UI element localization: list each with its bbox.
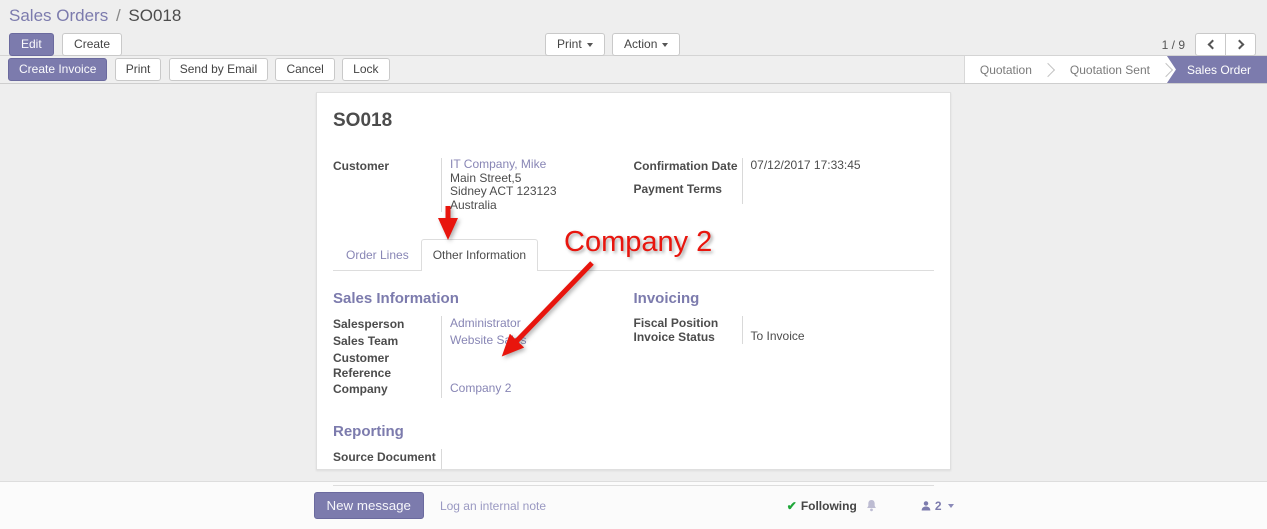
pager-previous-button[interactable] xyxy=(1195,33,1226,56)
chatter: New message Log an internal note ✔ Follo… xyxy=(0,481,1267,529)
invoice-status-label: Invoice Status xyxy=(633,330,715,344)
print-dropdown-button[interactable]: Print xyxy=(545,33,605,56)
invoicing-title: Invoicing xyxy=(633,290,700,307)
fiscal-position-label: Fiscal Position xyxy=(633,316,719,330)
source-document-value xyxy=(441,449,634,469)
salesperson-label: Salesperson xyxy=(333,317,405,331)
invoice-status-value: To Invoice xyxy=(741,330,935,344)
other-information-panel: Sales Information Salesperson Administra… xyxy=(333,271,934,486)
tab-order-lines[interactable]: Order Lines xyxy=(346,248,409,262)
breadcrumb-current: SO018 xyxy=(128,6,182,25)
customer-address-line: Sidney ACT 123123 xyxy=(450,184,557,198)
tab-other-information[interactable]: Other Information xyxy=(420,239,539,271)
source-document-label: Source Document xyxy=(333,450,436,464)
sales-team-label: Sales Team xyxy=(333,334,399,348)
sales-order-sheet: SO018 Customer IT Company, Mike Main Str… xyxy=(316,92,951,486)
chevron-down-icon xyxy=(947,503,954,508)
stage-quotation[interactable]: Quotation xyxy=(979,62,1032,77)
notebook-tabs: Order Lines Other Information xyxy=(333,239,934,271)
chevron-down-icon xyxy=(662,42,669,47)
check-icon: ✔ xyxy=(786,498,797,513)
salesperson-link[interactable]: Administrator xyxy=(450,316,521,330)
stage-sales-order[interactable]: Sales Order xyxy=(1166,56,1267,83)
stage-pipeline: Quotation Quotation Sent Sales Order xyxy=(963,56,1267,83)
payment-terms-value xyxy=(741,181,935,204)
company-label: Company xyxy=(333,382,388,396)
payment-terms-label: Payment Terms xyxy=(633,182,722,196)
company-link[interactable]: Company 2 xyxy=(450,381,512,395)
customer-value: IT Company, Mike Main Street,5 Sidney AC… xyxy=(441,157,634,212)
create-button[interactable]: Create xyxy=(62,33,123,56)
customer-link[interactable]: IT Company, Mike xyxy=(450,157,547,171)
print-button[interactable]: Print xyxy=(114,58,162,81)
confirmation-date-label: Confirmation Date xyxy=(633,159,738,173)
chevron-left-icon xyxy=(1207,39,1217,50)
customer-reference-value xyxy=(441,350,634,381)
chevron-down-icon xyxy=(586,42,593,47)
pager-counter: 1 / 9 xyxy=(1161,37,1185,52)
action-dropdown-button[interactable]: Action xyxy=(612,33,681,56)
sales-team-link[interactable]: Website Sales xyxy=(450,333,527,347)
fiscal-position-value xyxy=(741,316,935,330)
send-by-email-button[interactable]: Send by Email xyxy=(168,58,269,81)
create-invoice-button[interactable]: Create Invoice xyxy=(8,58,108,81)
bell-icon[interactable] xyxy=(865,499,878,512)
breadcrumb: Sales Orders / SO018 xyxy=(9,6,1258,26)
new-message-button[interactable]: New message xyxy=(313,492,424,519)
edit-button[interactable]: Edit xyxy=(9,33,54,56)
cancel-button[interactable]: Cancel xyxy=(275,58,335,81)
customer-reference-label: Customer Reference xyxy=(333,351,392,380)
confirmation-date-value: 07/12/2017 17:33:45 xyxy=(741,158,935,181)
following-toggle[interactable]: Following xyxy=(800,498,857,513)
control-panel: Sales Orders / SO018 Edit Create Print A… xyxy=(0,0,1267,56)
breadcrumb-separator: / xyxy=(115,6,121,25)
follower-count: 2 xyxy=(934,498,942,513)
reporting-title: Reporting xyxy=(333,423,404,440)
customer-address-line: Main Street,5 xyxy=(450,170,522,185)
log-internal-note-link[interactable]: Log an internal note xyxy=(439,498,547,513)
pager-next-button[interactable] xyxy=(1225,33,1256,56)
order-title: SO018 xyxy=(333,110,393,131)
followers-dropdown[interactable]: 2 xyxy=(920,499,954,513)
person-icon xyxy=(921,500,931,510)
customer-address-line: Australia xyxy=(450,197,497,212)
breadcrumb-sales-orders[interactable]: Sales Orders xyxy=(9,6,109,25)
lock-button[interactable]: Lock xyxy=(342,58,390,81)
customer-label: Customer xyxy=(333,159,390,173)
sales-information-title: Sales Information xyxy=(333,290,459,307)
content-area: SO018 Customer IT Company, Mike Main Str… xyxy=(0,84,1267,486)
chevron-right-icon xyxy=(1234,39,1244,50)
statusbar: Create Invoice Print Send by Email Cance… xyxy=(0,55,1267,84)
stage-quotation-sent[interactable]: Quotation Sent xyxy=(1069,62,1150,77)
sheet-divider xyxy=(333,485,934,486)
